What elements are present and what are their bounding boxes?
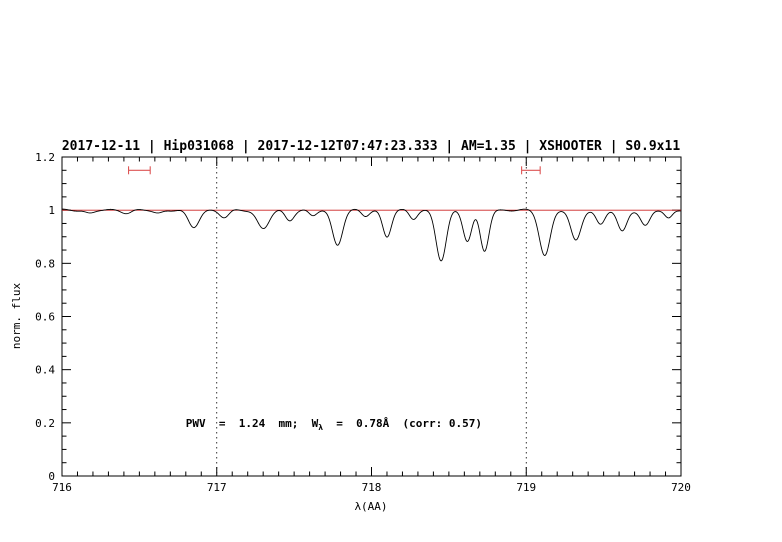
pwv-annotation-suffix: = 0.78Å (corr: 0.57) bbox=[323, 417, 482, 430]
y-axis-label: norm. flux bbox=[10, 283, 23, 350]
y-tick-label: 1 bbox=[48, 204, 55, 217]
y-tick-label: 0.8 bbox=[35, 257, 55, 270]
pwv-annotation: PWV = 1.24 mm; Wλ = 0.78Å (corr: 0.57) bbox=[139, 417, 515, 432]
x-tick-label: 720 bbox=[671, 481, 691, 494]
x-tick-label: 717 bbox=[207, 481, 227, 494]
x-tick-label: 719 bbox=[516, 481, 536, 494]
y-tick-label: 0.6 bbox=[35, 311, 55, 324]
pwv-annotation-prefix: PWV = 1.24 mm; W bbox=[186, 417, 319, 430]
y-tick-label: 0.4 bbox=[35, 364, 55, 377]
spectrum-line bbox=[61, 208, 681, 262]
pwv-annotation-sub: λ bbox=[318, 423, 323, 432]
y-tick-label: 0.2 bbox=[35, 417, 55, 430]
x-axis-label: λ(AA) bbox=[354, 500, 387, 513]
y-tick-label: 0 bbox=[48, 470, 55, 483]
chart-title: 2017-12-11 | Hip031068 | 2017-12-12T07:4… bbox=[62, 139, 680, 154]
x-tick-label: 718 bbox=[362, 481, 382, 494]
plot-content: 716 717 718 719 720 0 0.2 0.4 0.6 0.8 1 1.2 bbox=[35, 151, 691, 494]
y-tick-label: 1.2 bbox=[35, 151, 55, 164]
x-tick-label: 716 bbox=[52, 481, 72, 494]
